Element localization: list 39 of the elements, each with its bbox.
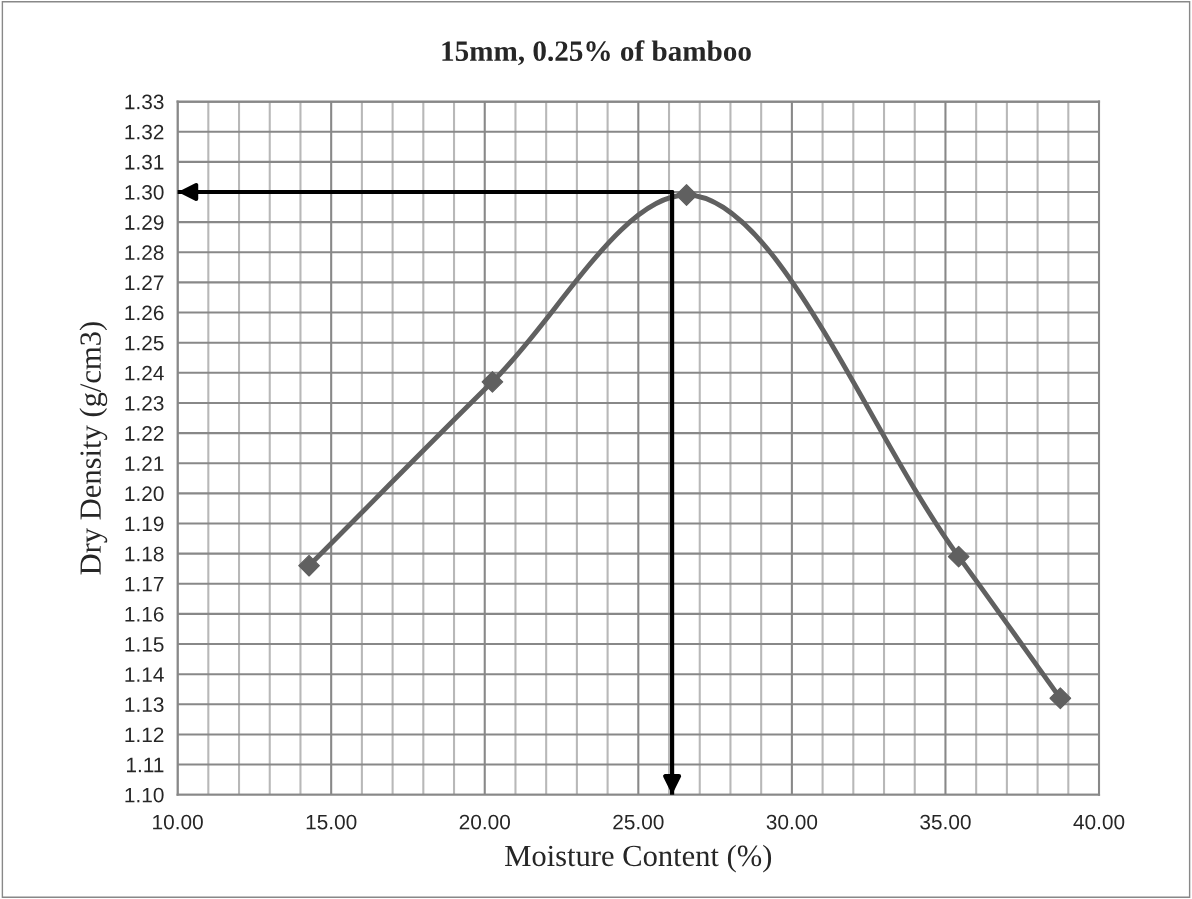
y-tick-label: 1.16: [125, 606, 164, 622]
y-tick-label: 1.26: [125, 305, 164, 321]
y-tick-label: 1.10: [125, 787, 164, 803]
y-tick-label: 1.17: [125, 576, 164, 592]
x-tick-label: 15.00: [306, 814, 357, 830]
y-tick-label: 1.18: [125, 546, 164, 562]
y-axis-title: Dry Density (g/cm3): [79, 322, 108, 575]
y-tick-label: 1.13: [125, 697, 164, 713]
y-tick-label: 1.14: [125, 667, 164, 682]
y-tick-label: 1.32: [125, 124, 164, 140]
x-tick-label: 20.00: [459, 814, 510, 830]
y-tick-label: 1.27: [125, 275, 164, 290]
point: [947, 545, 970, 568]
x-tick-label: 30.00: [766, 814, 818, 830]
y-tick-label: 1.12: [125, 727, 164, 742]
y-tick-label: 1.25: [125, 335, 164, 351]
y-tick-label: 1.24: [125, 365, 164, 381]
x-tick-label: 10.00: [153, 814, 203, 830]
y-tick-label: 1.33: [125, 94, 164, 110]
y-tick-label: 1.29: [125, 215, 164, 230]
point: [298, 554, 320, 577]
y-tick-label: 1.28: [125, 245, 164, 261]
x-tick-label: 40.00: [1073, 814, 1125, 830]
y-tick-label: 1.23: [125, 395, 164, 411]
y-tick-label: 1.30: [125, 185, 164, 200]
y-tick-label: 1.15: [125, 637, 164, 652]
point: [675, 184, 698, 206]
chart-title: 15mm, 0.25% of bamboo: [442, 40, 751, 66]
x-tick-label: 35.00: [920, 814, 971, 830]
y-tick-label: 1.31: [125, 154, 164, 170]
y-tick-label: 1.20: [125, 486, 164, 502]
point: [481, 370, 504, 393]
x-axis-title: Moisture Content (%): [505, 844, 772, 873]
point: [1049, 687, 1072, 710]
x-tick-label: 25.00: [613, 814, 664, 830]
y-tick-label: 1.21: [125, 456, 164, 471]
y-tick-label: 1.11: [126, 757, 164, 773]
y-tick-label: 1.22: [125, 426, 164, 441]
y-tick-label: 1.19: [125, 516, 164, 532]
